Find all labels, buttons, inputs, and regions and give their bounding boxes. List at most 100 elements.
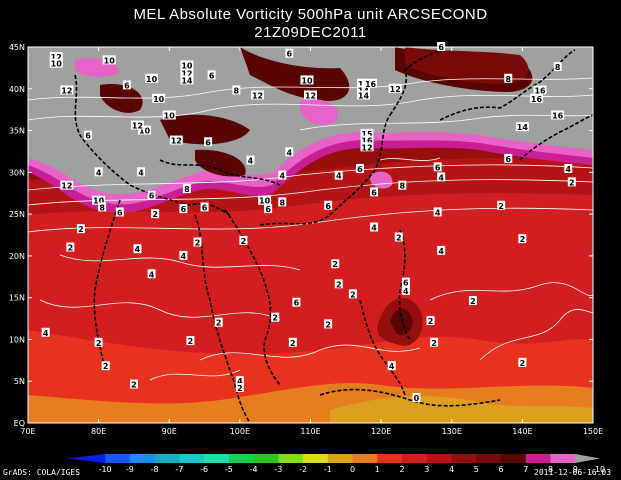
contour-label-bg — [426, 316, 435, 326]
colorbar-label: -7 — [175, 465, 183, 474]
colorbar-swatch — [352, 454, 378, 463]
lon-tick-label: 90E — [162, 427, 177, 436]
contour-label-bg — [360, 142, 374, 152]
contour-label: 8 — [279, 198, 285, 207]
contour-label: 10 — [259, 197, 271, 206]
contour-label: 6 — [287, 50, 293, 59]
contour-label: 10 — [93, 197, 105, 206]
contour-label: 4 — [403, 287, 409, 296]
contour-label-bg — [433, 207, 442, 217]
contour-label: 6 — [117, 208, 123, 217]
colorbar-swatch — [327, 454, 354, 463]
contour-label-bg — [370, 187, 379, 197]
coastlines — [74, 49, 593, 423]
colorbar-label: 4 — [449, 465, 454, 474]
contour-label-bg — [387, 361, 396, 371]
contour-label: 4 — [389, 362, 395, 371]
contour-label: 12 — [51, 53, 62, 62]
contour-label-bg — [193, 237, 202, 247]
contour-label-bg — [551, 110, 565, 120]
contour-label-bg — [553, 62, 562, 72]
contour-label: 4 — [371, 223, 377, 232]
contour-label: 4 — [435, 208, 441, 217]
contour-label-bg — [398, 180, 407, 190]
contour-label-bg — [518, 234, 527, 244]
contour-label: 4 — [181, 252, 187, 261]
contour-label-bg — [60, 85, 74, 95]
contour-label: 0 — [414, 394, 420, 403]
contour-label: 2 — [96, 339, 102, 348]
colorbar-swatch — [476, 454, 502, 463]
contour-label: 10 — [153, 95, 165, 104]
contour-label: 2 — [188, 337, 194, 346]
colorbar-label: -10 — [99, 465, 112, 474]
lon-tick-label: 140E — [512, 427, 532, 436]
contour-label-bg — [204, 137, 213, 147]
contour-label: 14 — [181, 76, 193, 85]
colorbar-label: -5 — [225, 465, 233, 474]
contour-label: 6 — [357, 165, 363, 174]
contour-label: 6 — [325, 202, 331, 211]
contour-label: 6 — [85, 132, 91, 141]
contour-label-bg — [129, 379, 138, 389]
lon-tick-label: 110E — [300, 427, 320, 436]
contour-label: 2 — [131, 381, 137, 390]
contour-label: 2 — [272, 314, 278, 323]
lat-tick-label: EQ — [14, 419, 25, 428]
contour-label-bg — [207, 70, 216, 80]
contour-label-bg — [180, 68, 194, 78]
colorbar-label: 7 — [523, 465, 528, 474]
contour-label: 4 — [96, 168, 102, 177]
lon-tick-label: 70E — [20, 427, 35, 436]
timestamp-text: 2011-12-06-16:03 — [534, 468, 612, 477]
contour-label: 12 — [361, 143, 372, 152]
contour-label: 16 — [534, 86, 546, 95]
contour-label-bg — [334, 279, 343, 289]
contour-label-bg — [179, 204, 188, 214]
contour-label-bg — [264, 204, 273, 214]
contour-label: 10 — [146, 75, 158, 84]
contour-label: 2 — [78, 225, 84, 234]
contour-label-bg — [214, 317, 223, 327]
contour-label: 4 — [336, 172, 342, 181]
contour-label: 8 — [99, 203, 105, 212]
contour-label: 6 — [403, 279, 409, 288]
contour-label-bg — [304, 90, 317, 100]
colorbar-label: 1 — [375, 465, 380, 474]
contour-label-bg — [169, 135, 183, 145]
contour-label: 8 — [555, 63, 561, 72]
contour-label-bg — [258, 195, 272, 205]
colorbar-label: 10 — [595, 465, 605, 474]
contour-label-bg — [162, 110, 176, 120]
contour-label-bg — [324, 200, 333, 210]
contour-label-bg — [94, 167, 103, 177]
contour-label-bg — [348, 289, 357, 299]
colorbar-label: 5 — [474, 465, 479, 474]
contour-label: 8 — [400, 182, 406, 191]
contour-label: 4 — [438, 173, 444, 182]
contour-label-bg — [239, 235, 248, 245]
contour-label-bg — [356, 90, 370, 100]
contour-label: 4 — [248, 157, 254, 166]
contour-label: 6 — [265, 205, 271, 214]
lat-tick-label: 40N — [9, 85, 25, 94]
colorbar-swatch — [228, 454, 255, 463]
colorbar-swatch — [204, 454, 230, 463]
contour-label-bg — [292, 297, 301, 307]
contour-label-bg — [232, 85, 241, 95]
colorbar-swatch — [179, 454, 205, 463]
colorbar-label: -2 — [299, 465, 307, 474]
contour-label-bg — [504, 73, 513, 83]
contour-label-bg — [564, 163, 573, 173]
contour-label-bg — [300, 75, 314, 85]
contour-label: 12 — [61, 182, 72, 191]
contour-label-bg — [147, 190, 156, 200]
contour-label: 2 — [152, 210, 158, 219]
contour-label-bg — [518, 357, 527, 367]
colorbar-swatch — [253, 454, 279, 463]
contour-label: 6 — [202, 203, 208, 212]
contour-label: 2 — [470, 297, 476, 306]
colorbar-label: -6 — [200, 465, 208, 474]
contour-label: 4 — [438, 247, 444, 256]
